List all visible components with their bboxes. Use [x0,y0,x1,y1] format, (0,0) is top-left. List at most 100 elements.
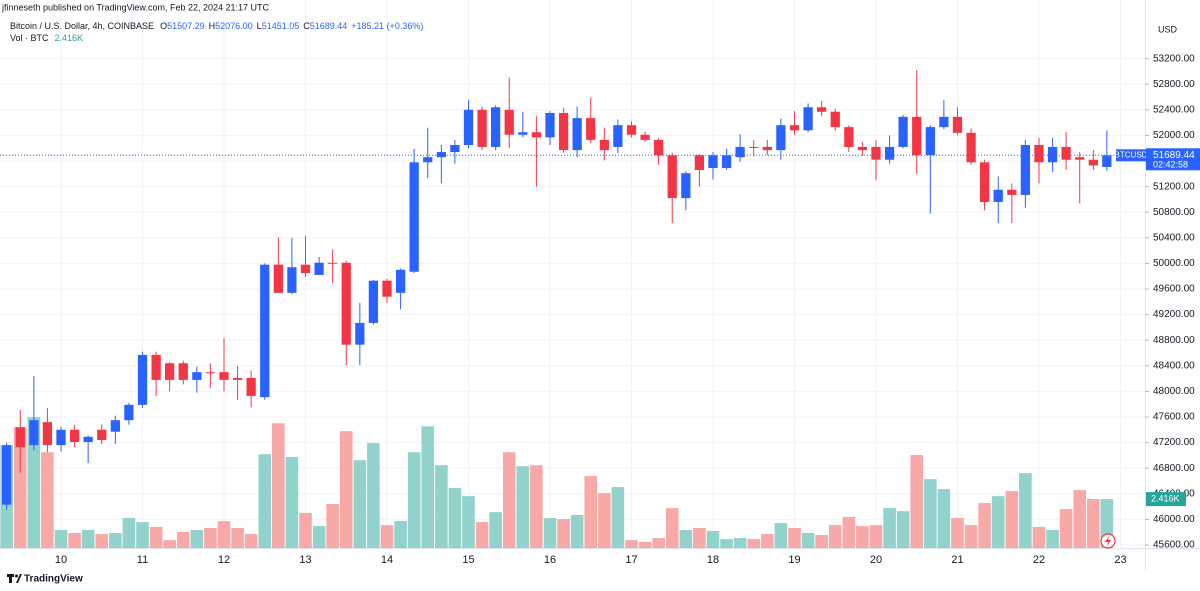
candle-body [816,107,827,112]
candle-body [300,264,311,274]
candle-body [653,139,664,156]
candle-body [409,162,419,272]
volume-bar [679,529,693,548]
legend-value: 51507.29 [167,21,205,31]
volume-bar [272,423,285,548]
volume-bar [747,539,761,548]
x-tick-label: 20 [870,554,882,566]
volume-bar [435,465,448,548]
candle-body [2,445,12,505]
candle-body [857,146,867,151]
volume-bar [421,426,435,548]
volume-bar [136,522,149,548]
candle-body [124,404,134,421]
volume-bar [638,541,652,548]
candle-body [626,125,637,135]
candle-body [260,264,270,398]
candle-body [694,155,704,170]
volume-bar [122,518,136,548]
volume-bar [367,443,380,548]
candle-body [735,146,745,158]
volume-bar [856,526,869,548]
volume-bar [27,417,41,548]
symbol: Bitcoin / U.S. Dollar, 4h, COINBASE [10,21,154,31]
logo-slash [16,574,22,583]
candle-body [952,116,963,133]
volume-bar [1073,490,1087,548]
volume-bar [109,533,122,548]
volume-bar [964,525,978,548]
candle-body [423,157,433,163]
legend-key: C [303,21,310,31]
volume-bar [353,460,367,548]
y-tick-label: 52000.00 [1153,130,1195,141]
volume-bar [883,508,896,548]
volume-tag [1146,492,1186,507]
volume-bar [693,527,706,548]
y-tick-label: 51200.00 [1153,181,1195,192]
candle-body [273,264,283,293]
candle-body [613,125,623,147]
volume-bar [828,525,842,548]
candle-body [314,262,324,275]
volume-bar [516,466,530,548]
candle-body [979,162,990,202]
candles [2,70,1112,510]
candle-body [83,436,93,442]
volume-bar [910,455,924,548]
candle-body [667,155,677,199]
volume-bar [652,538,665,548]
volume-legend-value: 2.416K [55,33,84,43]
volume-bar [475,522,489,548]
candle-body [192,372,202,380]
candle-body [803,107,813,131]
volume-bar [163,540,176,548]
candle-body [993,189,1003,202]
candle-body [558,113,569,151]
candle-body [586,118,596,140]
volume-bar [706,530,720,548]
volume-bar [951,518,964,548]
volume-bar [896,511,910,548]
x-tick-label: 23 [1114,554,1126,566]
volume-bar [815,535,828,548]
legend-value: 51451.05 [262,21,300,31]
volume-bar [1059,509,1073,548]
volume-legend-name: Vol · BTC [10,33,49,43]
candle-body [504,109,514,135]
candle-body [749,146,759,148]
y-tick-label: 50000.00 [1153,258,1195,269]
currency: USD [1158,24,1178,34]
candle-body [110,420,120,432]
candle-body [789,125,800,131]
y-tick-label: 47600.00 [1153,412,1195,423]
candle-body [29,420,39,446]
volume-bar [204,527,217,548]
candle-body [884,146,895,160]
candle-body [450,145,460,153]
x-tick-label: 19 [788,554,800,566]
alert-icon [1100,533,1116,549]
legend-key: O [160,21,167,31]
candle-body [69,429,80,442]
volume-bar [489,512,502,548]
x-tick-label: 14 [381,554,393,566]
y-tick-label: 49600.00 [1153,284,1195,295]
volume-bar [761,534,774,548]
volume-bar [244,534,258,548]
x-tick-label: 21 [951,554,963,566]
legend-key: L [257,21,262,31]
volume-bar [285,457,299,548]
x-tick-label: 17 [625,554,637,566]
volume-bar [598,493,611,548]
volume-bar [13,427,27,548]
candle-body [531,132,542,138]
y-tick-label: 49200.00 [1153,309,1195,320]
candle-body [1007,189,1017,195]
logo [7,574,22,583]
volume-bar [54,529,68,548]
volume-bar [978,503,991,548]
x-tick-label: 15 [462,554,474,566]
volume-bar [217,521,231,548]
